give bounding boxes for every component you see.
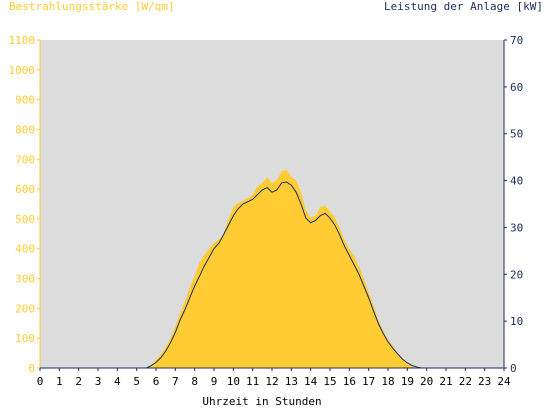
x-tick-label: 21 [439,375,452,388]
x-tick-label: 16 [343,375,356,388]
x-tick-label: 18 [381,375,394,388]
x-tick-label: 0 [37,375,44,388]
left-tick-label: 900 [15,94,35,107]
x-axis-title: Uhrzeit in Stunden [202,395,322,408]
x-tick-label: 20 [420,375,433,388]
power-line [40,181,504,369]
right-tick-label: 10 [510,315,523,328]
left-tick-label: 1000 [9,64,36,77]
left-tick-label: 600 [15,183,35,196]
left-axis-title: Bestrahlungsstärke [W/qm] [9,0,175,13]
x-tick-label: 7 [172,375,179,388]
right-tick-label: 50 [510,128,523,141]
x-tick-label: 4 [114,375,121,388]
left-tick-label: 400 [15,243,35,256]
x-tick-label: 8 [191,375,198,388]
x-tick-label: 22 [459,375,472,388]
left-tick-label: 100 [15,332,35,345]
x-tick-label: 23 [478,375,491,388]
x-tick-label: 5 [133,375,140,388]
x-tick-label: 3 [95,375,102,388]
left-tick-label: 800 [15,123,35,136]
x-tick-label: 10 [227,375,240,388]
x-tick-label: 9 [211,375,218,388]
right-tick-label: 0 [510,362,517,375]
x-tick-label: 24 [497,375,511,388]
left-tick-label: 200 [15,302,35,315]
right-tick-label: 30 [510,221,523,234]
x-tick-label: 14 [304,375,318,388]
left-tick-label: 1100 [9,34,36,47]
x-tick-label: 13 [285,375,298,388]
x-tick-label: 1 [56,375,63,388]
x-tick-label: 11 [246,375,259,388]
x-tick-label: 15 [323,375,336,388]
x-tick-label: 6 [153,375,160,388]
irradiance-area [40,169,504,368]
right-tick-label: 40 [510,175,523,188]
right-axis-title: Leistung der Anlage [kW] [384,0,543,13]
left-tick-label: 0 [28,362,35,375]
x-tick-label: 12 [265,375,278,388]
left-tick-label: 500 [15,213,35,226]
right-tick-label: 20 [510,268,523,281]
left-tick-label: 300 [15,273,35,286]
left-tick-label: 700 [15,153,35,166]
right-tick-label: 60 [510,81,523,94]
x-tick-label: 17 [362,375,375,388]
right-tick-label: 70 [510,34,523,47]
x-tick-label: 2 [75,375,82,388]
x-tick-label: 19 [401,375,414,388]
